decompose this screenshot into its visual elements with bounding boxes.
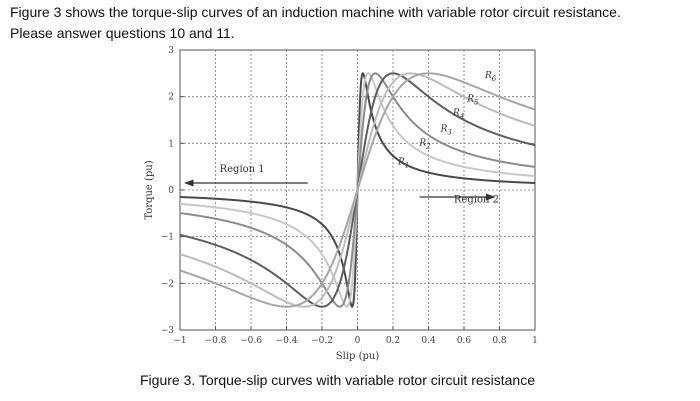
- y-tick-label: 3: [168, 46, 174, 56]
- x-tick-label: −0.4: [276, 336, 298, 346]
- curve-label-r6: R6: [484, 71, 497, 83]
- y-tick-label: −2: [161, 279, 174, 289]
- x-axis-label: Slip (pu): [336, 351, 380, 362]
- x-tick-label: 0.4: [421, 336, 436, 346]
- y-tick-label: 1: [168, 139, 174, 149]
- curve-label-r3: R3: [440, 125, 453, 137]
- series-line-r6: [179, 72, 536, 308]
- region-2-label: Region 2: [454, 194, 499, 205]
- curve-label-r4: R4: [452, 108, 464, 120]
- x-tick-label: 0.2: [386, 336, 400, 346]
- curve-label-r1: R1: [397, 157, 409, 169]
- y-axis-label: Torque (pu): [144, 160, 155, 219]
- y-tick-label: −1: [161, 233, 174, 243]
- x-tick-label: 0.6: [457, 336, 472, 346]
- y-tick-label: −3: [161, 326, 175, 336]
- x-tick-label: −0.6: [240, 336, 262, 346]
- intro-text-line1: Figure 3 shows the torque-slip curves of…: [10, 4, 621, 20]
- x-tick-label: −1: [173, 336, 186, 346]
- x-tick-label: −0.2: [311, 336, 333, 346]
- figure-caption: Figure 3. Torque-slip curves with variab…: [140, 372, 536, 388]
- x-tick-label: 0.8: [492, 336, 507, 346]
- curve-label-r2: R2: [418, 139, 431, 151]
- x-tick-label: 0: [355, 336, 361, 346]
- curve-label-r5: R5: [466, 94, 479, 106]
- intro-text-line2: Please answer questions 10 and 11.: [10, 25, 235, 41]
- x-tick-label: 1: [532, 336, 538, 346]
- region-1-label: Region 1: [220, 164, 265, 175]
- x-tick-label: −0.8: [205, 336, 227, 346]
- y-tick-label: 0: [168, 186, 174, 196]
- y-tick-label: 2: [168, 93, 174, 103]
